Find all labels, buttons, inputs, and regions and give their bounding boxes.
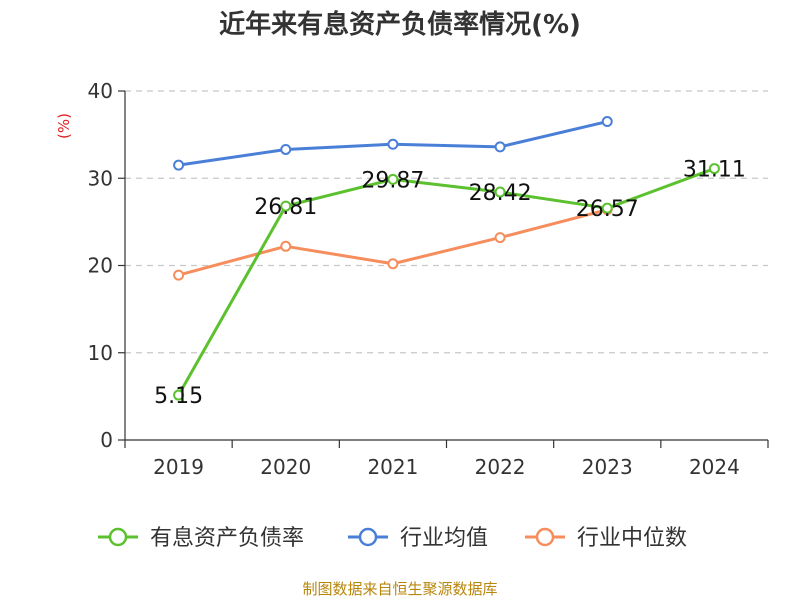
data-point [601, 116, 613, 128]
data-label-layer: 5.15 26.81 29.87 28.42 26.57 31.11 [154, 158, 746, 410]
legend-item[interactable]: 有息资产负债率 [98, 526, 304, 551]
data-point [173, 269, 185, 281]
legend-label: 行业中位数 [577, 526, 687, 551]
x-tick-label: 2019 [153, 455, 204, 479]
data-label: 5.15 [154, 384, 203, 409]
grid-layer [125, 90, 768, 354]
legend-swatch-marker [358, 527, 378, 547]
data-point [387, 173, 399, 185]
y-tick-label: 0 [100, 428, 113, 452]
data-label: 26.57 [576, 197, 639, 222]
data-label: 26.81 [254, 195, 317, 220]
data-point [494, 232, 506, 244]
legend: 有息资产负债率 行业均值 行业中位数 [98, 526, 687, 551]
x-tick-label: 2023 [582, 455, 633, 479]
data-label: 28.42 [469, 181, 532, 206]
y-axis-label: (%) [55, 113, 73, 139]
x-tick-label: 2022 [475, 455, 526, 479]
data-point [601, 202, 613, 214]
legend-label: 行业均值 [400, 526, 488, 551]
legend-swatch-marker [108, 527, 128, 547]
data-label: 29.87 [361, 168, 424, 193]
data-point [387, 258, 399, 270]
data-point [494, 141, 506, 153]
legend-item[interactable]: 行业均值 [348, 526, 488, 551]
legend-item[interactable]: 行业中位数 [525, 526, 687, 551]
data-point [708, 163, 720, 175]
series-layer [173, 116, 720, 401]
data-point [173, 389, 185, 401]
y-tick-label: 20 [88, 254, 113, 278]
data-source-note: 制图数据来自恒生聚源数据库 [302, 580, 498, 598]
x-tick-label: 2024 [689, 455, 740, 479]
data-point [280, 240, 292, 252]
data-point [280, 200, 292, 212]
data-point [173, 159, 185, 171]
axis-layer: 0 10 20 30 40 2019 2020 2021 2022 2023 2024 (%) [55, 79, 769, 479]
y-tick-label: 30 [88, 166, 113, 190]
y-tick-label: 10 [88, 341, 113, 365]
x-tick-label: 2021 [367, 455, 418, 479]
y-tick-label: 40 [88, 79, 113, 103]
data-point [494, 186, 506, 198]
chart-title: 近年来有息资产负债率情况(%) [219, 10, 581, 40]
data-label: 31.11 [683, 158, 746, 183]
legend-swatch-marker [535, 527, 555, 547]
legend-label: 有息资产负债率 [150, 526, 304, 551]
series-line [177, 167, 715, 396]
x-tick-label: 2020 [260, 455, 311, 479]
data-point [387, 138, 399, 150]
data-point [280, 143, 292, 155]
